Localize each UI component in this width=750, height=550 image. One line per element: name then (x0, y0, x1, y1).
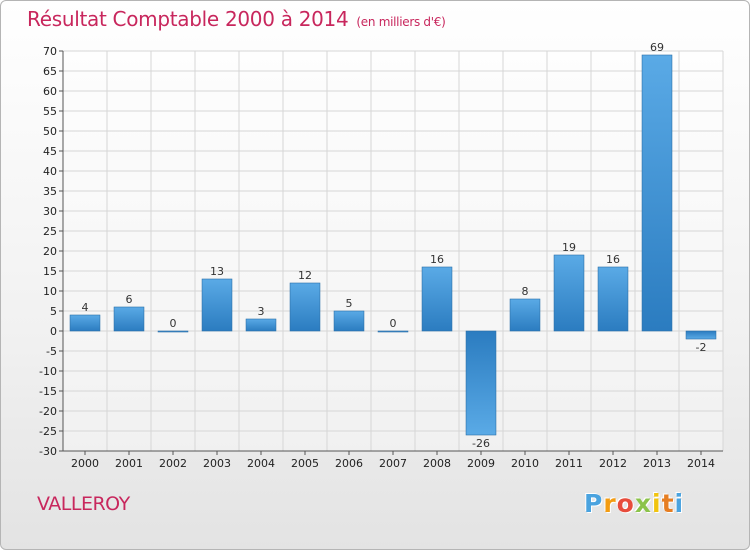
y-tick-label: 50 (43, 125, 57, 138)
data-label-2003: 13 (210, 265, 224, 278)
y-tick-label: 15 (43, 265, 57, 278)
bar-2001 (113, 306, 145, 332)
x-tick-label-2005: 2005 (291, 457, 319, 470)
y-tick-label: -5 (46, 345, 57, 358)
y-tick-label: 25 (43, 225, 57, 238)
logo-letter: o (616, 489, 635, 518)
x-tick-label-2012: 2012 (599, 457, 627, 470)
data-label-2000: 4 (82, 301, 89, 314)
x-tick-label-2002: 2002 (159, 457, 187, 470)
bar-2014 (685, 330, 717, 340)
x-tick-label-2007: 2007 (379, 457, 407, 470)
y-tick-label: -25 (39, 425, 57, 438)
bar-layer: 4 6 0 13 3 12 5 0 16 -26 8 19 16 69 -2 (69, 41, 717, 450)
bar-2011 (553, 254, 585, 332)
x-tick-label-2013: 2013 (643, 457, 671, 470)
logo-letter: i (674, 489, 685, 518)
y-tick-label: 30 (43, 205, 57, 218)
logo-letter: x (634, 489, 652, 518)
y-tick-label: 70 (43, 45, 57, 58)
y-tick-label: 0 (50, 325, 57, 338)
x-tick-label-2009: 2009 (467, 457, 495, 470)
logo-letter: P (584, 489, 604, 518)
y-tick-label: 40 (43, 165, 57, 178)
y-tick-label: 45 (43, 145, 57, 158)
bar-2002 (157, 330, 189, 333)
chart-title: Résultat Comptable 2000 à 2014 (en millie… (27, 7, 446, 31)
y-tick-label: 10 (43, 285, 57, 298)
y-tick-label: -15 (39, 385, 57, 398)
y-tick-label: -30 (39, 445, 57, 458)
data-label-2007: 0 (390, 317, 397, 330)
chart-subtitle: (en milliers d'€) (356, 15, 446, 29)
data-label-2010: 8 (522, 285, 529, 298)
data-label-2006: 5 (346, 297, 353, 310)
x-tick-label-2001: 2001 (115, 457, 143, 470)
data-label-2013: 69 (650, 41, 664, 54)
data-label-2009: -26 (472, 437, 490, 450)
logo-letter: i (652, 489, 662, 518)
data-label-2001: 6 (126, 293, 133, 306)
data-label-2008: 16 (430, 253, 444, 266)
logo-letter: r (603, 489, 617, 518)
bar-2004 (245, 318, 277, 332)
y-tick-label: 20 (43, 245, 57, 258)
x-tick-label-2004: 2004 (247, 457, 275, 470)
bar-2010 (509, 298, 541, 332)
proxiti-logo: Proxiti (584, 489, 684, 518)
y-tick-label: 35 (43, 185, 57, 198)
x-tick-label-2000: 2000 (71, 457, 99, 470)
y-tick-label: 5 (50, 305, 57, 318)
bar-2012 (597, 266, 629, 332)
data-label-2004: 3 (258, 305, 265, 318)
axis-layer: 7065605550454035302520151050-5-10-15-20-… (39, 45, 723, 470)
bar-2006 (333, 310, 365, 332)
y-tick-label: 55 (43, 105, 57, 118)
y-tick-label: 60 (43, 85, 57, 98)
x-tick-label-2014: 2014 (687, 457, 715, 470)
commune-name: VALLEROY (37, 493, 130, 515)
x-tick-label-2008: 2008 (423, 457, 451, 470)
grid-layer (62, 50, 724, 452)
data-label-2005: 12 (298, 269, 312, 282)
bar-2013 (641, 54, 673, 332)
bar-2005 (289, 282, 321, 332)
x-tick-label-2011: 2011 (555, 457, 583, 470)
bar-2009 (465, 330, 497, 436)
y-tick-label: -20 (39, 405, 57, 418)
x-tick-label-2003: 2003 (203, 457, 231, 470)
data-label-2011: 19 (562, 241, 576, 254)
x-tick-label-2006: 2006 (335, 457, 363, 470)
bar-2007 (377, 330, 409, 333)
logo-letter: t (661, 489, 675, 518)
y-tick-label: 65 (43, 65, 57, 78)
bar-2008 (421, 266, 453, 332)
bar-2000 (69, 314, 101, 332)
bar-2003 (201, 278, 233, 332)
data-label-2002: 0 (170, 317, 177, 330)
data-label-2012: 16 (606, 253, 620, 266)
x-tick-label-2010: 2010 (511, 457, 539, 470)
chart-title-text: Résultat Comptable 2000 à 2014 (27, 7, 349, 31)
y-tick-label: -10 (39, 365, 57, 378)
data-label-2014: -2 (696, 341, 707, 354)
